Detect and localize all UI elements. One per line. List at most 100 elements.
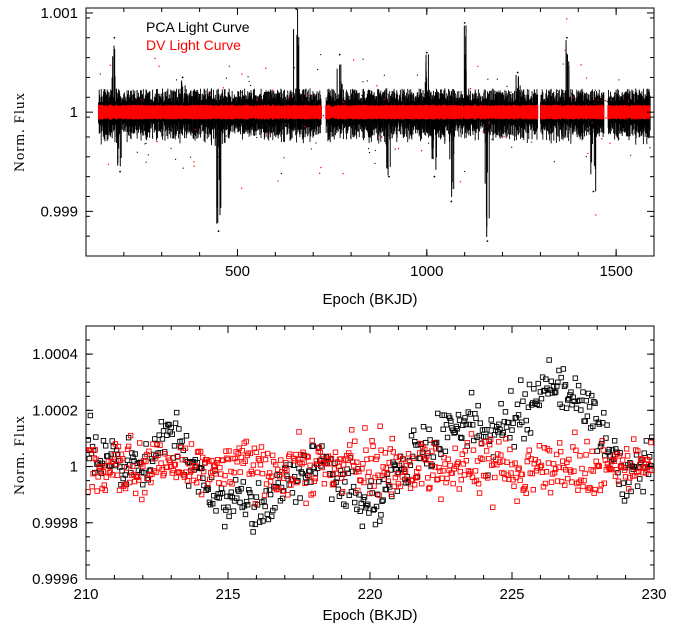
pca-point: [637, 476, 643, 482]
dv-point: [444, 475, 450, 482]
pca-point: [437, 446, 443, 452]
pca-point: [486, 240, 489, 243]
pca-point: [592, 190, 595, 193]
x-tick-label: 220: [357, 586, 382, 603]
dv-point: [484, 475, 491, 481]
pca-point: [597, 443, 604, 450]
dv-point: [156, 140, 158, 143]
dv-point: [407, 485, 414, 491]
pca-point: [352, 499, 358, 506]
dv-point: [393, 454, 400, 461]
dv-point: [424, 453, 430, 459]
dv-point: [646, 462, 652, 468]
dv-point: [490, 504, 496, 511]
pca-point: [103, 90, 105, 93]
pca-point: [235, 487, 241, 493]
pca-point: [464, 443, 470, 449]
pca-point: [272, 505, 278, 511]
dv-point: [458, 477, 464, 483]
pca-point: [618, 79, 620, 81]
dv-point: [140, 98, 142, 101]
dv-point: [526, 447, 532, 453]
dv-point: [442, 461, 448, 467]
dv-point: [328, 455, 335, 462]
dv-point: [581, 477, 587, 484]
dv-point: [479, 456, 486, 462]
dv-point: [284, 467, 290, 474]
dv-point: [146, 448, 152, 455]
top-y-axis-label: Norm. Flux: [12, 92, 28, 172]
dv-point: [584, 438, 590, 445]
pca-point: [343, 503, 349, 509]
dv-point: [127, 432, 134, 439]
dv-point: [397, 147, 400, 150]
pca-point: [279, 92, 281, 94]
pca-point: [619, 491, 626, 497]
dv-point: [568, 469, 574, 475]
pca-point: [373, 503, 380, 510]
pca-point: [234, 495, 240, 501]
pca-point: [256, 136, 258, 139]
dv-point: [583, 452, 589, 458]
dv-point: [553, 451, 560, 458]
dv-point: [340, 462, 347, 468]
pca-point: [502, 124, 504, 127]
bottom-plot-frame: [85, 325, 655, 580]
pca-point: [388, 175, 390, 178]
pca-point: [503, 424, 510, 430]
pca-point: [554, 383, 560, 389]
pca-point: [120, 126, 122, 128]
dv-point: [545, 460, 552, 466]
pca-point: [183, 433, 190, 439]
pca-point: [145, 142, 147, 144]
dv-point: [414, 473, 421, 480]
dv-point: [376, 85, 378, 87]
pca-point: [279, 495, 286, 502]
dv-point: [370, 443, 376, 449]
dv-point: [223, 448, 229, 454]
dv-point: [483, 448, 490, 454]
pca-point: [443, 422, 450, 428]
pca-point: [623, 492, 630, 499]
dv-point: [359, 466, 365, 472]
dv-point: [228, 468, 234, 475]
dv-point: [231, 470, 237, 476]
dv-point: [514, 498, 520, 504]
y-tick-label: 0.9998: [32, 515, 78, 532]
dv-point: [259, 470, 266, 477]
dv-point: [179, 456, 186, 463]
dv-point: [294, 479, 300, 486]
pca-point: [571, 93, 573, 95]
dv-point: [587, 152, 589, 155]
dv-point: [474, 458, 481, 464]
pca-point: [586, 404, 593, 410]
pca-point: [649, 147, 651, 149]
pca-point: [317, 69, 319, 71]
pca-point: [394, 148, 396, 150]
dv-point: [307, 462, 313, 469]
dv-point: [388, 491, 394, 497]
dv-point: [409, 476, 416, 483]
pca-point: [225, 77, 228, 79]
dv-point: [529, 470, 535, 477]
dv-point: [486, 442, 493, 448]
dv-point: [288, 96, 290, 98]
dv-point: [595, 462, 601, 469]
pca-point: [426, 426, 432, 432]
pca-point: [243, 498, 250, 505]
pca-point: [523, 417, 529, 424]
pca-point: [158, 418, 165, 425]
dv-point: [139, 496, 145, 503]
dv-point: [125, 443, 132, 450]
dv-point: [109, 64, 111, 67]
dv-point: [551, 470, 558, 476]
dv-point: [624, 453, 631, 459]
dv-point: [562, 482, 568, 488]
dv-point: [194, 449, 201, 455]
dv-point: [337, 456, 344, 462]
dv-point: [559, 478, 565, 485]
pca-point: [599, 420, 606, 426]
pca-point: [213, 508, 219, 514]
dv-point: [643, 470, 649, 476]
pca-point: [310, 148, 312, 150]
